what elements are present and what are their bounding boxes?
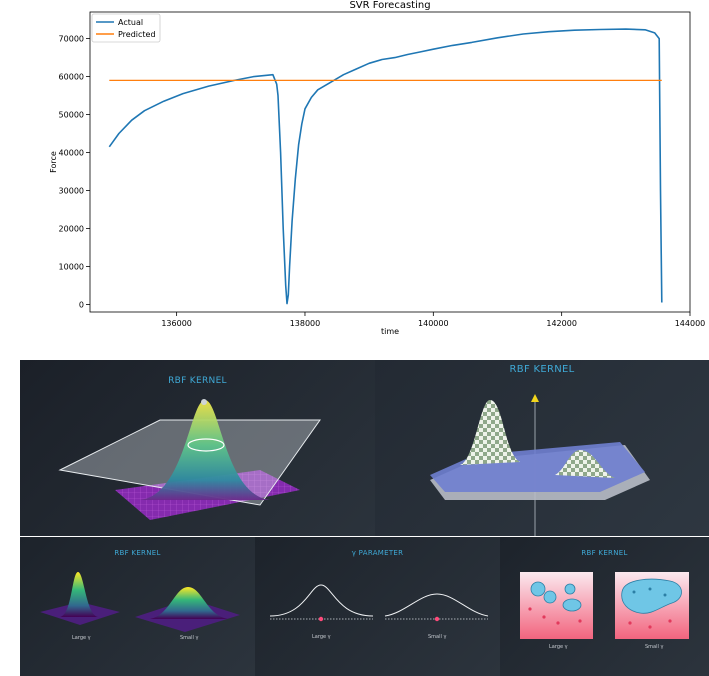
panel-d-label-right: Small γ	[428, 634, 447, 640]
narrow-peak	[60, 572, 98, 617]
legend-box	[91, 13, 161, 43]
x-tick-label: 136000	[161, 319, 192, 328]
y-tick-label: 0	[79, 300, 84, 309]
chart-title: SVR Forecasting	[349, 0, 430, 11]
illustration-rbf-decision-regions: RBF KERNEL Large γ Small γ	[500, 537, 709, 676]
legend-label-predicted: Predicted	[118, 30, 156, 39]
panel-b-title: RBF KERNEL	[509, 364, 575, 375]
series-layer	[108, 28, 663, 305]
x-tick-label: 142000	[546, 319, 577, 328]
illustration-rbf-checkered-surface: RBF KERNEL	[375, 360, 709, 536]
y-axis: 0 10000 20000 30000 40000 50000 60000 70000	[59, 35, 90, 309]
checkered-surface-graphic	[430, 394, 650, 536]
y-tick-label: 60000	[59, 73, 84, 82]
y-tick-label: 10000	[59, 262, 84, 271]
svr-forecast-chart: SVR Forecasting 0 10000 20000 30000 40000 500…	[49, 0, 705, 336]
small-peak	[555, 450, 615, 478]
x-axis-label: time	[381, 327, 399, 336]
blue-plane	[430, 442, 645, 492]
right-center-point	[434, 616, 440, 622]
legend: Actual Predicted	[91, 13, 161, 43]
chart-svg: SVR Forecasting 0 10000 20000 30000 40000 500…	[49, 0, 705, 336]
x-tick-label: 138000	[290, 319, 321, 328]
panel-a-title: RBF KERNEL	[168, 376, 227, 386]
axis-arrow	[531, 394, 539, 402]
decision-regions-graphic	[520, 572, 689, 639]
tall-peak	[460, 400, 520, 465]
panel-e-title: RBF KERNEL	[581, 549, 628, 557]
y-axis-label: Force	[49, 151, 58, 173]
panel-c-label-right: Small γ	[180, 635, 199, 641]
gaussian-peak	[140, 400, 270, 500]
panel-c-title: RBF KERNEL	[114, 549, 161, 557]
left-cluster-4	[562, 598, 582, 612]
x-axis: 136000 138000 140000 142000 144000	[161, 312, 705, 328]
rbf-surface-graphic	[58, 399, 321, 520]
series-line-actual	[108, 28, 663, 305]
left-center-point	[318, 616, 324, 622]
y-tick-label: 40000	[59, 149, 84, 158]
panel-e-label-left: Large γ	[549, 644, 568, 650]
left-cluster-3	[564, 583, 576, 595]
x-tick-label: 140000	[418, 319, 449, 328]
panel-e-label-right: Small γ	[645, 644, 664, 650]
illustration-rbf-3d-surface: RBF KERNEL	[20, 360, 375, 536]
panel-c-label-left: Large γ	[72, 635, 91, 641]
y-tick-label: 30000	[59, 186, 84, 195]
left-cluster-1	[530, 581, 546, 597]
panel-d-title: γ PARAMETER	[351, 549, 404, 557]
panel-d-label-left: Large γ	[312, 634, 331, 640]
y-tick-label: 70000	[59, 35, 84, 44]
wide-peak	[150, 587, 228, 619]
y-tick-label: 50000	[59, 111, 84, 120]
plot-frame	[89, 11, 691, 313]
illustration-gamma-parameter: γ PARAMETER Large γ Small γ	[255, 537, 500, 676]
y-tick-label: 20000	[59, 224, 84, 233]
left-region-box	[520, 572, 593, 639]
left-cluster-2	[543, 590, 557, 604]
gamma-curves-graphic	[269, 584, 489, 622]
legend-label-actual: Actual	[118, 18, 143, 27]
wide-curve	[384, 593, 489, 617]
intersection-ring	[187, 438, 225, 452]
x-tick-label: 144000	[675, 319, 706, 328]
narrow-curve	[269, 584, 374, 617]
gamma-surfaces-graphic	[40, 572, 240, 632]
right-cluster-blob	[621, 578, 682, 614]
peak-point	[201, 399, 207, 405]
illustration-rbf-gamma-surfaces: RBF KERNEL Large γ Small γ	[20, 537, 255, 676]
